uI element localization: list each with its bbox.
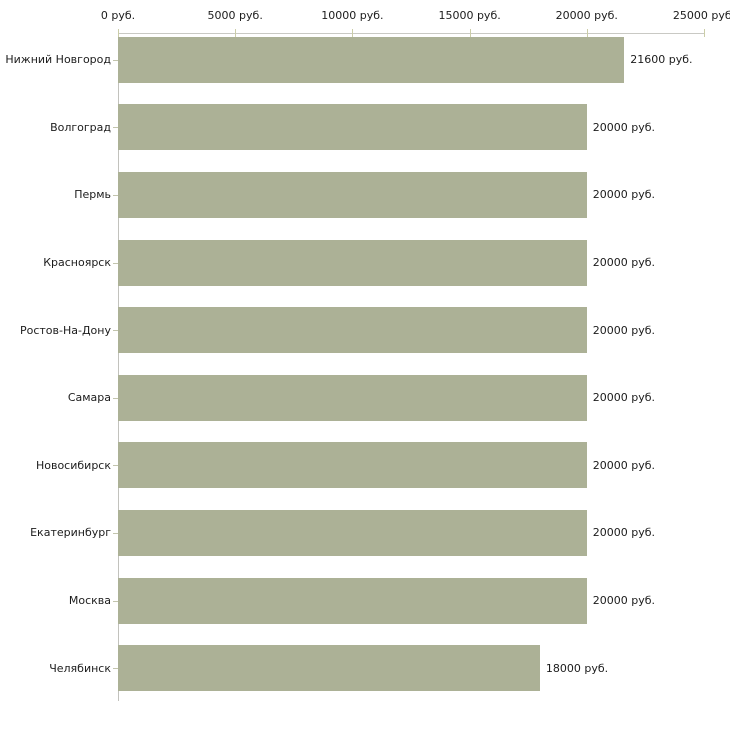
category-label: Красноярск [0,256,118,269]
bar [118,509,587,556]
chart-row: Москва 20000 руб. [0,567,730,635]
category-tick-mark [113,59,118,61]
x-axis-tick-label: 15000 руб. [438,9,501,22]
category-tick-mark [113,127,118,129]
x-axis-tick [704,29,705,37]
x-axis-tick [118,29,119,37]
bar [118,239,587,286]
x-axis-tick-label: 5000 руб. [207,9,263,22]
x-axis-line [118,33,705,34]
value-label: 20000 руб. [592,188,656,202]
y-axis-line [118,33,119,701]
category-label: Самара [0,391,118,404]
category-tick-mark [113,465,118,467]
bar [118,442,587,489]
value-label: 20000 руб. [592,391,656,405]
category-label: Новосибирск [0,459,118,472]
category-tick-mark [113,330,118,332]
chart-row: Волгоград 20000 руб. [0,94,730,162]
category-tick-mark [113,668,118,670]
category-label: Ростов-На-Дону [0,324,118,337]
x-axis-tick-label: 10000 руб. [321,9,384,22]
value-label: 20000 руб. [592,526,656,540]
category-tick-mark [113,262,118,264]
chart-row: Нижний Новгород 21600 руб. [0,26,730,94]
value-label: 20000 руб. [592,323,656,337]
value-label: 20000 руб. [592,594,656,608]
value-label: 21600 руб. [630,53,693,67]
bar [118,171,587,218]
bar-rows: Нижний Новгород 21600 руб. Волгоград 20000 … [0,26,730,702]
value-label: 20000 руб. [592,458,656,472]
x-axis-tick-label: 25000 руб. [672,9,730,22]
x-axis-tick [586,29,588,37]
category-label: Пермь [0,188,118,201]
bar [118,374,587,421]
category-label: Нижний Новгород [0,53,118,66]
category-tick-mark [113,194,118,196]
chart-row: Красноярск 20000 руб. [0,229,730,297]
x-axis-tick-label: 0 руб. [100,9,136,22]
category-tick-mark [113,600,118,602]
category-label: Волгоград [0,121,118,134]
x-axis-tick-label: 20000 руб. [555,9,618,22]
x-axis-tick [352,29,354,37]
chart-row: Ростов-На-Дону 20000 руб. [0,296,730,364]
value-label: 18000 руб. [545,661,609,675]
category-label: Москва [0,594,118,607]
chart-row: Пермь 20000 руб. [0,161,730,229]
bar [118,307,587,354]
value-label: 20000 руб. [592,120,656,134]
bar [118,645,540,692]
x-axis-tick [469,29,471,37]
chart-row: Новосибирск 20000 руб. [0,432,730,500]
category-label: Челябинск [0,662,118,675]
value-label: 20000 руб. [592,256,656,270]
chart-row: Самара 20000 руб. [0,364,730,432]
chart-row: Екатеринбург 20000 руб. [0,499,730,567]
x-axis-tick [235,29,237,37]
category-label: Екатеринбург [0,526,118,539]
bar [118,104,587,151]
chart-row: Челябинск 18000 руб. [0,634,730,702]
category-tick-mark [113,532,118,534]
category-tick-mark [113,397,118,399]
bar [118,36,625,83]
bar [118,577,587,624]
